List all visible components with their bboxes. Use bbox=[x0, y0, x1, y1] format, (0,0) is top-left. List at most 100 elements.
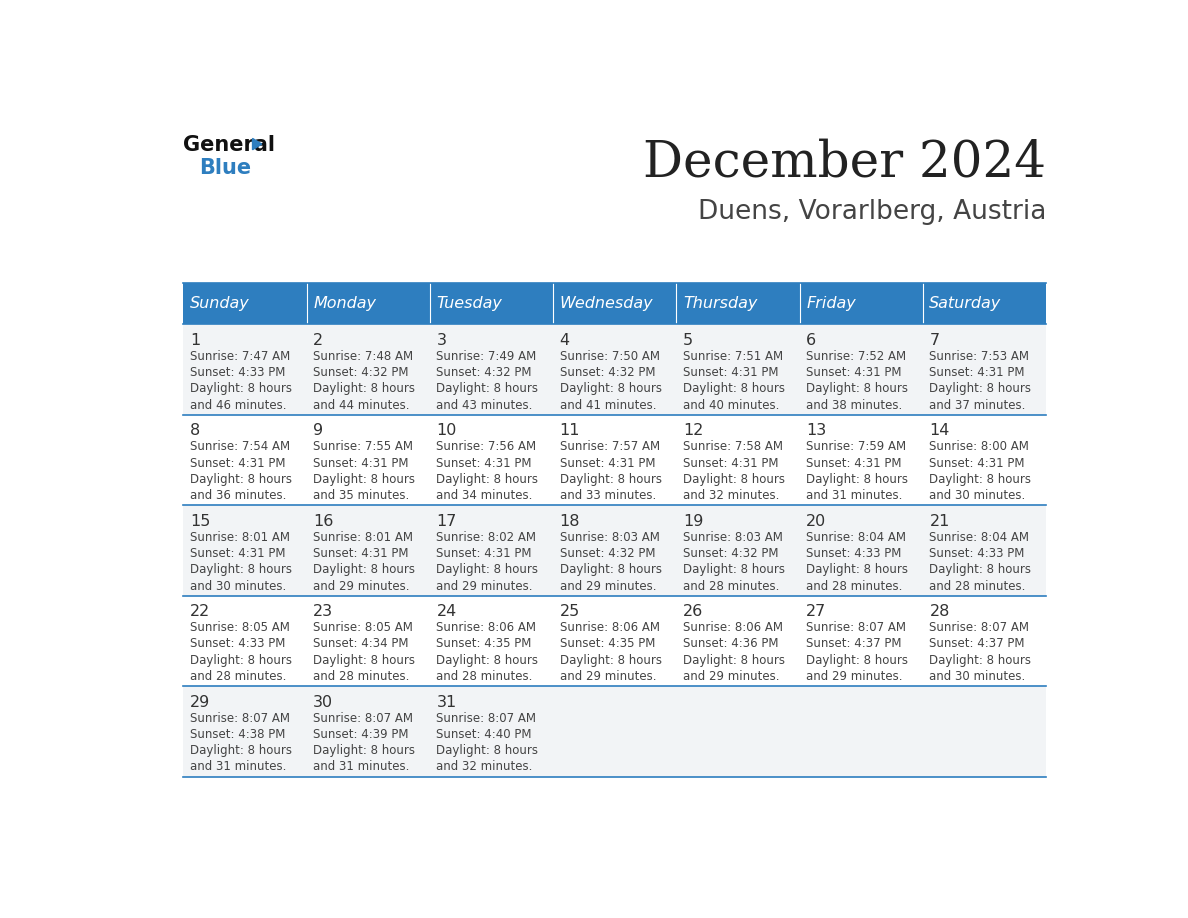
Text: and 34 minutes.: and 34 minutes. bbox=[436, 489, 532, 502]
Text: Sunrise: 7:55 AM: Sunrise: 7:55 AM bbox=[314, 441, 413, 453]
Text: Daylight: 8 hours: Daylight: 8 hours bbox=[560, 382, 662, 396]
Text: Sunset: 4:31 PM: Sunset: 4:31 PM bbox=[190, 456, 285, 469]
Text: and 31 minutes.: and 31 minutes. bbox=[314, 760, 410, 774]
Text: Sunrise: 7:50 AM: Sunrise: 7:50 AM bbox=[560, 350, 659, 363]
Text: Daylight: 8 hours: Daylight: 8 hours bbox=[314, 564, 415, 577]
Text: and 29 minutes.: and 29 minutes. bbox=[314, 579, 410, 592]
Text: and 29 minutes.: and 29 minutes. bbox=[683, 670, 779, 683]
Text: and 41 minutes.: and 41 minutes. bbox=[560, 398, 656, 411]
Text: Daylight: 8 hours: Daylight: 8 hours bbox=[314, 744, 415, 757]
Text: Daylight: 8 hours: Daylight: 8 hours bbox=[683, 654, 785, 666]
Text: Daylight: 8 hours: Daylight: 8 hours bbox=[807, 473, 908, 486]
Text: December 2024: December 2024 bbox=[643, 139, 1047, 188]
Text: and 43 minutes.: and 43 minutes. bbox=[436, 398, 532, 411]
Text: and 33 minutes.: and 33 minutes. bbox=[560, 489, 656, 502]
Text: Daylight: 8 hours: Daylight: 8 hours bbox=[314, 382, 415, 396]
Text: Sunrise: 8:07 AM: Sunrise: 8:07 AM bbox=[190, 711, 290, 724]
Bar bbox=[307, 284, 430, 324]
Text: Sunset: 4:39 PM: Sunset: 4:39 PM bbox=[314, 728, 409, 741]
Text: Sunrise: 8:06 AM: Sunrise: 8:06 AM bbox=[683, 621, 783, 634]
Text: Daylight: 8 hours: Daylight: 8 hours bbox=[807, 564, 908, 577]
Text: Daylight: 8 hours: Daylight: 8 hours bbox=[683, 564, 785, 577]
Text: 1: 1 bbox=[190, 333, 201, 348]
Text: Daylight: 8 hours: Daylight: 8 hours bbox=[560, 654, 662, 666]
Text: Sunrise: 8:05 AM: Sunrise: 8:05 AM bbox=[314, 621, 413, 634]
Text: Sunset: 4:32 PM: Sunset: 4:32 PM bbox=[436, 366, 532, 379]
Text: and 37 minutes.: and 37 minutes. bbox=[929, 398, 1025, 411]
Text: Friday: Friday bbox=[807, 297, 855, 311]
Text: and 35 minutes.: and 35 minutes. bbox=[314, 489, 410, 502]
Text: Daylight: 8 hours: Daylight: 8 hours bbox=[190, 473, 292, 486]
Text: Sunset: 4:33 PM: Sunset: 4:33 PM bbox=[190, 366, 285, 379]
Text: Sunrise: 8:07 AM: Sunrise: 8:07 AM bbox=[929, 621, 1029, 634]
Text: Sunset: 4:31 PM: Sunset: 4:31 PM bbox=[683, 456, 778, 469]
Text: Sunday: Sunday bbox=[190, 297, 249, 311]
Text: Daylight: 8 hours: Daylight: 8 hours bbox=[683, 382, 785, 396]
Text: Sunrise: 7:48 AM: Sunrise: 7:48 AM bbox=[314, 350, 413, 363]
Text: Sunrise: 8:06 AM: Sunrise: 8:06 AM bbox=[560, 621, 659, 634]
Text: 8: 8 bbox=[190, 423, 201, 438]
Text: Sunrise: 8:04 AM: Sunrise: 8:04 AM bbox=[929, 531, 1029, 543]
Text: Sunset: 4:31 PM: Sunset: 4:31 PM bbox=[683, 366, 778, 379]
Text: Daylight: 8 hours: Daylight: 8 hours bbox=[929, 473, 1031, 486]
Text: Sunrise: 8:03 AM: Sunrise: 8:03 AM bbox=[683, 531, 783, 543]
Text: Sunrise: 7:47 AM: Sunrise: 7:47 AM bbox=[190, 350, 290, 363]
Text: Daylight: 8 hours: Daylight: 8 hours bbox=[190, 654, 292, 666]
Text: Sunrise: 8:07 AM: Sunrise: 8:07 AM bbox=[807, 621, 906, 634]
Text: and 30 minutes.: and 30 minutes. bbox=[929, 489, 1025, 502]
Text: 31: 31 bbox=[436, 695, 456, 710]
Text: Sunset: 4:33 PM: Sunset: 4:33 PM bbox=[929, 547, 1025, 560]
Text: 18: 18 bbox=[560, 514, 580, 529]
Text: and 28 minutes.: and 28 minutes. bbox=[436, 670, 532, 683]
Bar bbox=[430, 284, 554, 324]
Text: 24: 24 bbox=[436, 604, 456, 620]
Text: Sunrise: 8:02 AM: Sunrise: 8:02 AM bbox=[436, 531, 537, 543]
Text: Sunset: 4:38 PM: Sunset: 4:38 PM bbox=[190, 728, 285, 741]
Text: and 28 minutes.: and 28 minutes. bbox=[683, 579, 779, 592]
Text: Daylight: 8 hours: Daylight: 8 hours bbox=[314, 473, 415, 486]
Text: and 29 minutes.: and 29 minutes. bbox=[436, 579, 533, 592]
Text: Tuesday: Tuesday bbox=[436, 297, 503, 311]
Text: Daylight: 8 hours: Daylight: 8 hours bbox=[807, 382, 908, 396]
Text: Daylight: 8 hours: Daylight: 8 hours bbox=[436, 564, 538, 577]
Text: Sunrise: 7:53 AM: Sunrise: 7:53 AM bbox=[929, 350, 1029, 363]
Text: and 32 minutes.: and 32 minutes. bbox=[683, 489, 779, 502]
Text: 10: 10 bbox=[436, 423, 457, 438]
Polygon shape bbox=[253, 139, 261, 150]
Text: Sunset: 4:32 PM: Sunset: 4:32 PM bbox=[683, 547, 778, 560]
Text: and 30 minutes.: and 30 minutes. bbox=[190, 579, 286, 592]
Text: 17: 17 bbox=[436, 514, 457, 529]
Text: Sunset: 4:31 PM: Sunset: 4:31 PM bbox=[190, 547, 285, 560]
Text: Sunset: 4:36 PM: Sunset: 4:36 PM bbox=[683, 637, 778, 651]
Text: Sunset: 4:31 PM: Sunset: 4:31 PM bbox=[929, 456, 1025, 469]
Text: 28: 28 bbox=[929, 604, 949, 620]
Text: Sunrise: 8:01 AM: Sunrise: 8:01 AM bbox=[190, 531, 290, 543]
Text: Daylight: 8 hours: Daylight: 8 hours bbox=[807, 654, 908, 666]
Text: Sunrise: 8:00 AM: Sunrise: 8:00 AM bbox=[929, 441, 1029, 453]
Text: and 28 minutes.: and 28 minutes. bbox=[929, 579, 1025, 592]
Text: Sunrise: 7:52 AM: Sunrise: 7:52 AM bbox=[807, 350, 906, 363]
Text: Monday: Monday bbox=[314, 297, 377, 311]
Text: Sunset: 4:37 PM: Sunset: 4:37 PM bbox=[807, 637, 902, 651]
Text: Saturday: Saturday bbox=[929, 297, 1001, 311]
Text: 29: 29 bbox=[190, 695, 210, 710]
Bar bbox=[183, 596, 1047, 687]
Bar bbox=[800, 284, 923, 324]
Text: Sunrise: 8:01 AM: Sunrise: 8:01 AM bbox=[314, 531, 413, 543]
Text: and 31 minutes.: and 31 minutes. bbox=[807, 489, 903, 502]
Text: Daylight: 8 hours: Daylight: 8 hours bbox=[436, 654, 538, 666]
Text: Sunrise: 7:56 AM: Sunrise: 7:56 AM bbox=[436, 441, 537, 453]
Text: and 32 minutes.: and 32 minutes. bbox=[436, 760, 532, 774]
Text: Sunset: 4:35 PM: Sunset: 4:35 PM bbox=[436, 637, 532, 651]
Text: Sunrise: 8:07 AM: Sunrise: 8:07 AM bbox=[314, 711, 413, 724]
Text: 20: 20 bbox=[807, 514, 827, 529]
Text: Sunset: 4:31 PM: Sunset: 4:31 PM bbox=[436, 547, 532, 560]
Bar bbox=[183, 324, 1047, 415]
Text: Sunrise: 8:07 AM: Sunrise: 8:07 AM bbox=[436, 711, 537, 724]
Text: Daylight: 8 hours: Daylight: 8 hours bbox=[560, 473, 662, 486]
Text: 2: 2 bbox=[314, 333, 323, 348]
Text: 13: 13 bbox=[807, 423, 827, 438]
Text: Sunset: 4:31 PM: Sunset: 4:31 PM bbox=[314, 456, 409, 469]
Text: Sunset: 4:37 PM: Sunset: 4:37 PM bbox=[929, 637, 1025, 651]
Text: Sunset: 4:31 PM: Sunset: 4:31 PM bbox=[560, 456, 655, 469]
